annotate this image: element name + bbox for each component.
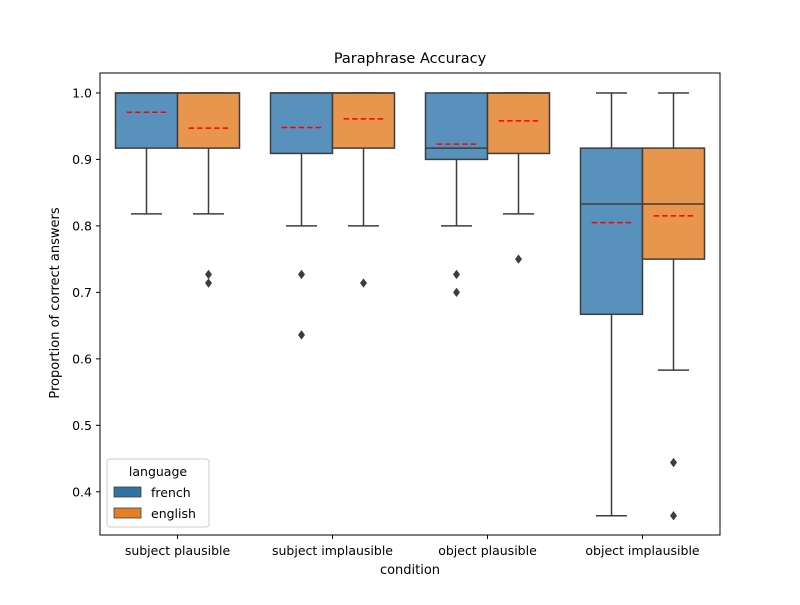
box xyxy=(579,147,644,316)
outlier-point xyxy=(205,278,212,288)
outlier-point xyxy=(670,511,677,521)
outlier-point xyxy=(514,254,523,264)
legend-swatch-english xyxy=(113,507,142,519)
outlier-point xyxy=(360,278,367,288)
plot-area: 0.4 0.5 0.6 0.7 0.8 0.9 1.0 subject plausible su… xyxy=(72,72,721,558)
box xyxy=(114,92,179,149)
legend-title: language xyxy=(129,464,188,479)
outlier-point xyxy=(670,457,677,468)
y-axis-label: Proportion of correct answers xyxy=(48,207,63,398)
box xyxy=(486,92,551,155)
outlier-point xyxy=(298,330,305,340)
legend-label-english: english xyxy=(151,506,196,521)
chart-title: Paraphrase Accuracy xyxy=(334,51,487,67)
box xyxy=(176,92,241,149)
y-tick-label: 0.5 xyxy=(72,418,92,433)
y-tick-label: 0.4 xyxy=(72,484,92,499)
box xyxy=(424,92,489,161)
legend-label-french: french xyxy=(151,485,191,500)
outlier-point xyxy=(298,269,305,280)
x-tick-label: subject plausible xyxy=(125,543,231,558)
axes-frame xyxy=(99,72,721,536)
x-tick-label: subject implausible xyxy=(272,543,393,558)
box xyxy=(331,92,396,149)
y-tick-label: 0.8 xyxy=(72,218,92,233)
box xyxy=(269,92,334,155)
x-tick-label: object implausible xyxy=(585,543,700,558)
y-tick-label: 1.0 xyxy=(72,85,92,100)
y-tick-label: 0.9 xyxy=(72,152,92,167)
outlier-point xyxy=(453,269,460,280)
legend-swatch-french xyxy=(113,486,142,498)
outlier-point xyxy=(453,287,460,298)
x-tick-label: object plausible xyxy=(438,543,537,558)
y-tick-label: 0.6 xyxy=(72,351,92,366)
y-tick-label: 0.7 xyxy=(72,285,92,300)
x-axis-label: condition xyxy=(380,563,440,578)
legend: language french english xyxy=(106,458,210,528)
